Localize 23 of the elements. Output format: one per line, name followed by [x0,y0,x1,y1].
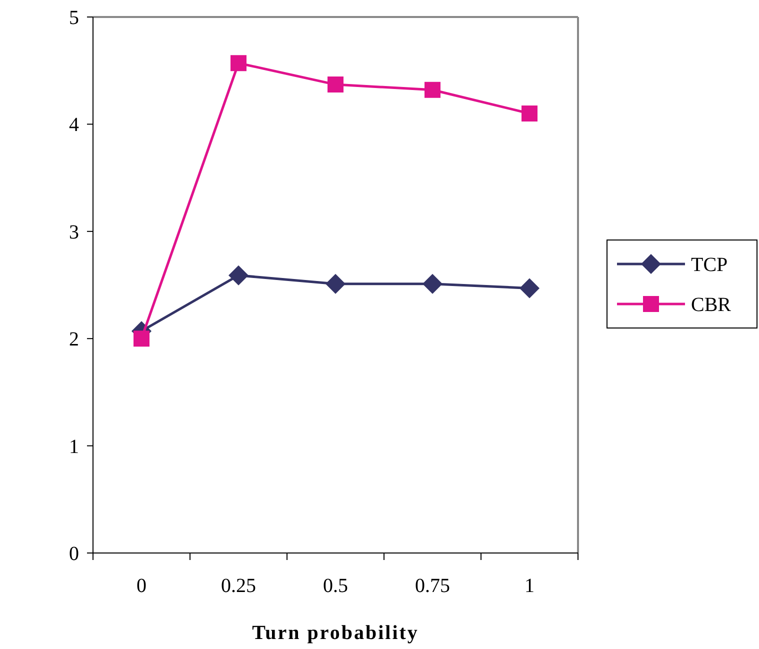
point [326,274,346,294]
legend-label: CBR [691,294,732,316]
point [422,274,442,294]
point [228,265,248,286]
y-tick-label: 0 [69,543,79,565]
point [520,278,540,298]
y-tick-label: 2 [69,328,79,351]
x-axis-title: Turn probability [252,622,419,644]
x-tick-label: 0 [136,575,146,597]
y-tick-label: 4 [69,114,79,136]
x-tick-label: 1 [524,575,534,597]
point [230,55,246,72]
x-tick-label: 0.25 [221,575,256,597]
legend-label: TCP [691,254,728,276]
y-tick-label: 3 [69,221,79,244]
y-tick-label: 1 [69,436,79,458]
point [328,76,344,93]
x-tick-label: 0.75 [415,575,450,597]
point [134,330,150,347]
y-tick-label: 5 [69,7,79,29]
x-tick-label: 0.5 [323,575,348,597]
point [424,82,440,98]
point [522,105,538,122]
